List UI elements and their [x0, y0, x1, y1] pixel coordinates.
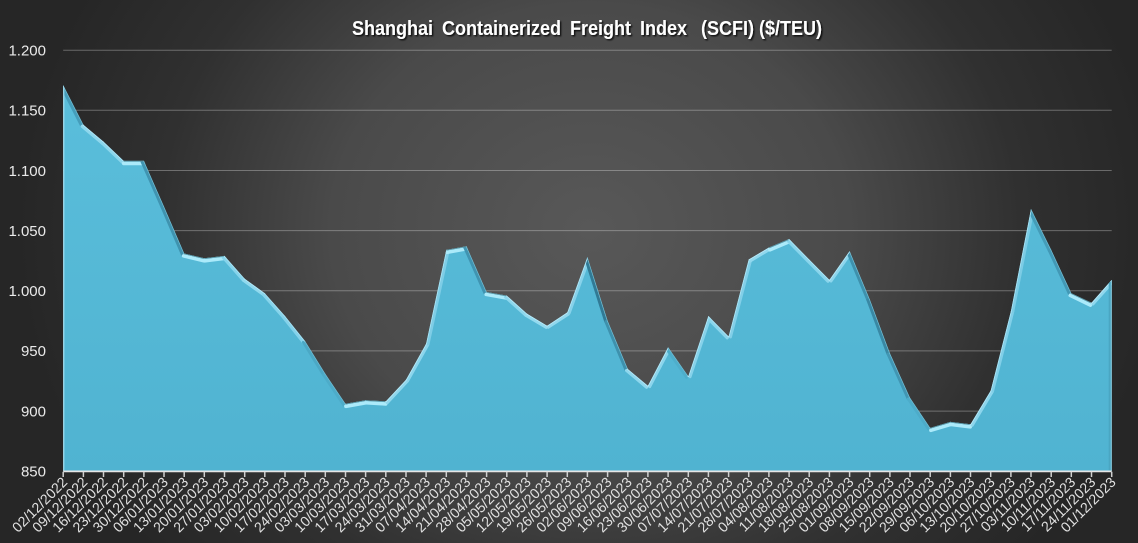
svg-text:900: 900: [21, 403, 46, 420]
svg-text:1.100: 1.100: [8, 163, 46, 180]
svg-text:1.050: 1.050: [8, 223, 46, 240]
svg-text:1.200: 1.200: [8, 43, 46, 60]
svg-text:1.000: 1.000: [8, 283, 46, 300]
svg-text:950: 950: [21, 343, 46, 360]
svg-text:Shanghai Containerized Freight: Shanghai Containerized Freight Index (SC…: [352, 18, 822, 40]
svg-text:850: 850: [21, 464, 46, 481]
svg-text:1.150: 1.150: [8, 103, 46, 120]
